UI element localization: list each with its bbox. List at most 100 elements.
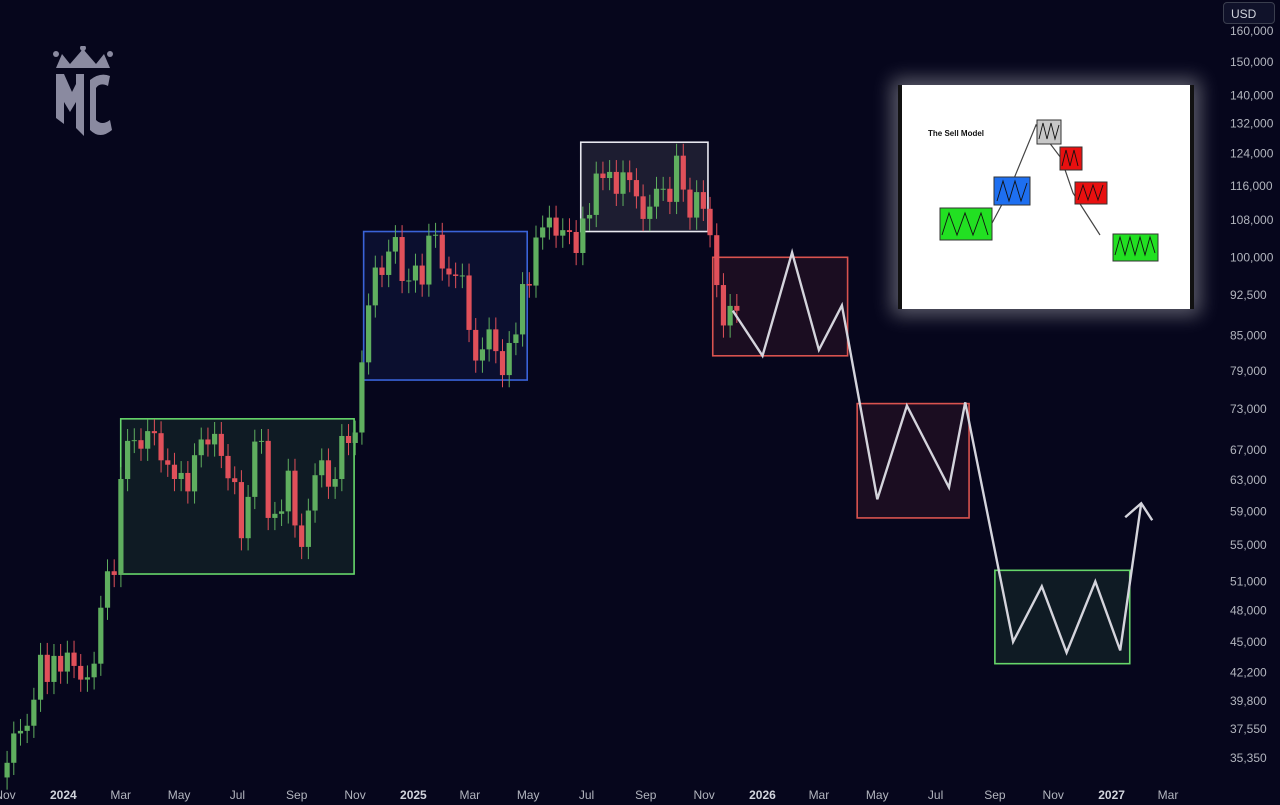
y-tick-label: 55,000	[1230, 538, 1267, 552]
x-tick-label: Sep	[286, 788, 308, 802]
candle	[453, 262, 459, 289]
candle	[17, 718, 24, 746]
candle	[292, 458, 298, 538]
x-tick-label: Mar	[809, 788, 830, 802]
inset-right-border	[1190, 85, 1194, 309]
currency-button[interactable]: USD	[1223, 2, 1275, 24]
x-tick-label: Jul	[230, 788, 245, 802]
candle	[165, 448, 171, 477]
x-tick-label: Jul	[928, 788, 943, 802]
candle	[573, 220, 579, 266]
candle	[513, 322, 519, 356]
projection-path	[731, 248, 1143, 656]
redistribution-box-2	[856, 402, 970, 519]
y-tick-label: 48,000	[1230, 604, 1267, 618]
candle	[58, 644, 64, 684]
redistribution-box-1	[711, 256, 849, 357]
candle	[285, 458, 291, 524]
candle	[24, 713, 30, 744]
y-tick-label: 59,000	[1230, 504, 1267, 518]
projection-arrow-head	[1124, 501, 1154, 521]
x-tick-label: 2027	[1098, 788, 1125, 802]
candle	[252, 429, 258, 510]
candle	[198, 427, 204, 468]
x-tick-label: Mar	[459, 788, 480, 802]
x-tick-label: Nov	[693, 788, 714, 802]
y-tick-label: 150,000	[1230, 55, 1274, 69]
inset-left-border	[898, 85, 902, 309]
x-tick-label: May	[866, 788, 889, 802]
x-tick-label: Nov	[0, 788, 16, 802]
candle	[432, 222, 439, 248]
x-tick-label: Nov	[344, 788, 365, 802]
candle	[218, 421, 224, 469]
candle	[71, 640, 77, 679]
candle	[627, 160, 633, 193]
candle	[566, 218, 573, 245]
candle	[104, 559, 111, 620]
candle	[459, 263, 465, 289]
y-tick-label: 79,000	[1230, 364, 1267, 378]
x-axis[interactable]: Nov 2024 Mar May Jul Sep Nov 2025 Mar May Jul Sep No…	[0, 788, 1178, 802]
x-tick-label: Mar	[110, 788, 131, 802]
x-tick-label: Jul	[579, 788, 594, 802]
y-tick-label: 124,000	[1230, 147, 1274, 161]
candle	[185, 461, 191, 504]
inset-block-redistribution-1	[1059, 146, 1083, 171]
candle	[519, 272, 526, 347]
candle	[345, 424, 352, 456]
candle	[680, 143, 686, 202]
candle	[727, 294, 733, 338]
candle	[647, 194, 653, 232]
candle	[232, 466, 238, 495]
candle	[613, 160, 619, 206]
y-tick-label: 73,000	[1230, 402, 1267, 416]
candle	[406, 268, 412, 294]
y-tick-label: 140,000	[1230, 88, 1274, 102]
candle	[379, 255, 385, 288]
y-tick-label: 85,000	[1230, 329, 1267, 343]
candle	[687, 177, 693, 230]
candle	[245, 484, 251, 551]
candle	[37, 642, 44, 712]
candle	[178, 461, 184, 492]
y-tick-label: 51,000	[1230, 575, 1267, 589]
candle	[145, 419, 151, 461]
candle	[131, 428, 137, 454]
candle	[332, 467, 338, 499]
candle	[707, 196, 713, 248]
candle	[653, 176, 660, 219]
y-tick-label: 160,000	[1230, 24, 1274, 38]
candle	[633, 168, 640, 209]
y-tick-label: 132,000	[1230, 117, 1274, 131]
candle	[325, 448, 332, 499]
candle	[446, 256, 452, 287]
candle	[399, 225, 405, 294]
candle	[640, 184, 646, 232]
inset-block-redistribution-2	[1074, 181, 1108, 205]
candle	[366, 293, 372, 375]
y-axis[interactable]: 160,000 150,000 140,000 132,000 124,000 116,0…	[1230, 24, 1274, 765]
x-tick-label: Mar	[1158, 788, 1179, 802]
candle	[91, 651, 97, 690]
inset-block-distribution	[1036, 119, 1062, 145]
candle	[486, 317, 492, 362]
candle	[499, 339, 506, 388]
candle	[466, 263, 472, 343]
candle	[580, 206, 586, 266]
candle	[533, 225, 539, 298]
candle	[84, 665, 91, 692]
y-tick-label: 108,000	[1230, 213, 1274, 227]
y-tick-label: 92,500	[1230, 288, 1267, 302]
candle	[586, 203, 593, 231]
x-tick-label: 2025	[400, 788, 427, 802]
candle	[439, 222, 445, 281]
candle	[124, 428, 131, 492]
x-tick-label: 2026	[749, 788, 776, 802]
y-tick-label: 45,000	[1230, 635, 1267, 649]
candle	[479, 337, 486, 373]
candle	[191, 443, 198, 504]
y-tick-label: 116,000	[1230, 179, 1273, 193]
candle	[258, 428, 265, 454]
